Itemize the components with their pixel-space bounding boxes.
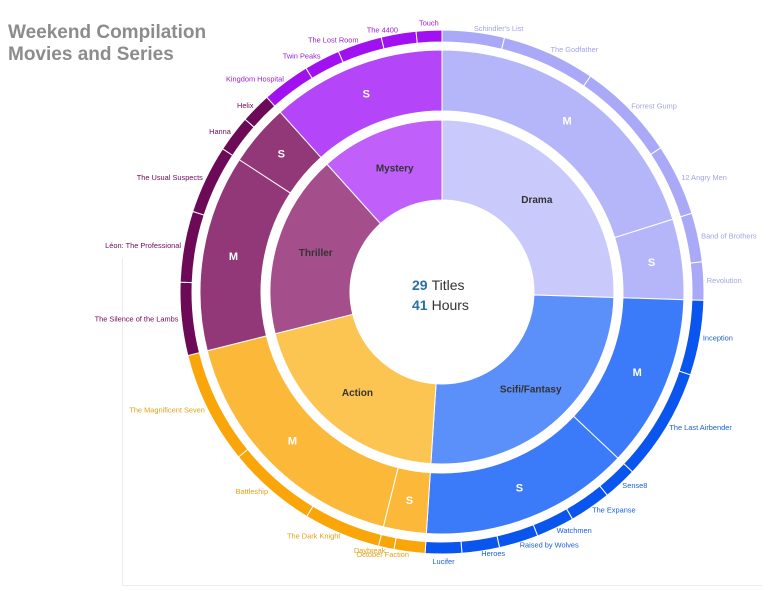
title-label-inception: Inception [703,334,733,343]
title-label-schindler-s-list: Schindler's List [474,24,523,33]
title-label-12-angry-men: 12 Angry Men [681,173,727,182]
title-label-lucifer: Lucifer [432,557,455,566]
genre-label-action: Action [342,388,373,399]
genre-segment-thriller[interactable] [269,163,382,335]
type-label-scifi-fantasy-m: M [633,367,642,379]
frame-divider [122,258,123,586]
label-layer: Drama M Schindler's List The Godfather Forre… [95,18,757,566]
genre-label-scifi-fantasy: Scifi/Fantasy [500,384,562,395]
title-label-twin-peaks: Twin Peaks [283,51,321,60]
title-label-daybreak: Daybreak [354,546,386,555]
center-titles-count: 29 [412,277,428,293]
chart-title: Weekend Compilation Movies and Series [8,22,248,66]
title-label-heroes: Heroes [481,549,505,558]
type-label-action-s: S [406,495,413,507]
title-label-the-lost-room: The Lost Room [308,35,359,44]
title-segment-lucifer[interactable] [424,540,463,555]
center-hours-label: Hours [432,297,469,313]
title-label-battleship: Battleship [236,487,268,496]
title-label-kingdom-hospital: Kingdom Hospital [226,74,284,83]
title-label-band-of-brothers: Band of Brothers [701,232,757,241]
title-label-raised-by-wolves: Raised by Wolves [520,540,579,549]
frame-bottom-divider [122,585,762,586]
center-titles-label: Titles [432,277,465,293]
chart-title-line-2: Movies and Series [8,44,174,65]
title-label-helix: Helix [237,101,254,110]
segment-layer [179,29,705,555]
title-label-the-dark-knight: The Dark Knight [287,532,340,541]
type-label-thriller-m: M [229,251,238,263]
center-hours-count: 41 [412,297,428,313]
title-label-hanna: Hanna [209,127,232,136]
title-segment-the-silence-of-the-lambs[interactable] [179,281,201,357]
type-label-mystery-s: S [363,88,370,100]
genre-label-thriller: Thriller [299,248,333,259]
title-label-touch: Touch [419,18,439,27]
title-label-the-4400: The 4400 [367,26,398,35]
title-label-the-magnificent-seven: The Magnificent Seven [129,405,205,414]
title-segment-revolution[interactable] [689,261,705,301]
title-label-revolution: Revolution [707,276,742,285]
title-label-sense8: Sense8 [622,481,647,490]
genre-label-drama: Drama [521,195,553,206]
title-segment-touch[interactable] [415,29,443,44]
title-label-watchmen: Watchmen [557,526,592,535]
genre-label-mystery: Mystery [376,163,414,174]
type-label-drama-m: M [562,115,571,127]
type-segment-mystery-s[interactable] [279,49,443,159]
title-label-the-silence-of-the-lambs: The Silence of the Lambs [95,314,179,323]
type-label-drama-s: S [648,257,655,269]
center-hours-text: 41 Hours [412,297,469,313]
title-label-l-on-the-professional: Léon: The Professional [105,241,181,250]
title-segment-band-of-brothers[interactable] [679,212,703,264]
center-titles-text: 29 Titles [412,277,465,293]
genre-segment-scifi-fantasy[interactable] [430,294,615,465]
type-label-scifi-fantasy-s: S [516,483,523,495]
genre-segment-action[interactable] [274,313,437,465]
title-label-october-faction: October Faction [356,550,409,559]
title-label-the-godfather: The Godfather [551,45,599,54]
type-label-thriller-s: S [278,148,285,160]
title-label-the-expanse: The Expanse [592,505,636,514]
genre-segment-mystery[interactable] [326,119,443,225]
type-label-action-m: M [288,435,297,447]
chart-title-line-1: Weekend Compilation [8,22,207,43]
title-label-the-usual-suspects: The Usual Suspects [137,173,203,182]
title-label-the-last-airbender: The Last Airbender [669,423,732,432]
title-label-forrest-gump: Forrest Gump [631,101,677,110]
genre-segment-drama[interactable] [441,119,615,299]
